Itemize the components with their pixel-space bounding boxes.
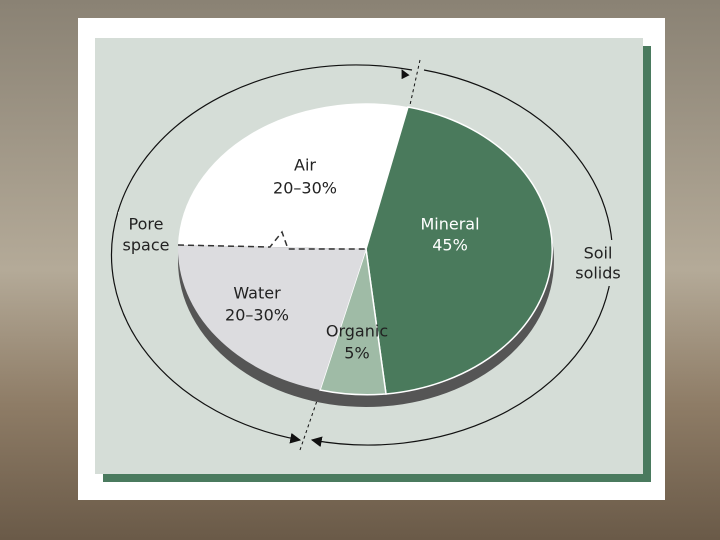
organic-share: 5% — [344, 344, 369, 363]
solids-label: solids — [575, 264, 621, 283]
solids-arc — [310, 69, 614, 448]
mineral-name: Mineral — [420, 215, 479, 234]
label-bg — [570, 240, 628, 286]
air-name: Air — [294, 156, 316, 175]
solids-label: Soil — [584, 244, 613, 263]
mineral-slice — [365, 106, 553, 395]
label-bg — [118, 212, 174, 258]
pore-label: Pore — [129, 215, 164, 234]
water-name: Water — [233, 284, 281, 303]
arrow-top — [401, 69, 410, 80]
organic-name: Organic — [326, 322, 388, 341]
pore-arc — [110, 64, 413, 444]
air-share: 20–30% — [273, 179, 337, 198]
water-slice — [177, 245, 366, 390]
organic-slice — [319, 248, 387, 396]
divider-bottom — [299, 391, 321, 451]
air-slice — [178, 103, 408, 250]
air-water-divider — [177, 230, 366, 250]
water-share: 20–30% — [225, 306, 289, 325]
divider-top — [409, 59, 421, 106]
pore-label: space — [123, 236, 170, 255]
mineral-share: 45% — [432, 236, 468, 255]
